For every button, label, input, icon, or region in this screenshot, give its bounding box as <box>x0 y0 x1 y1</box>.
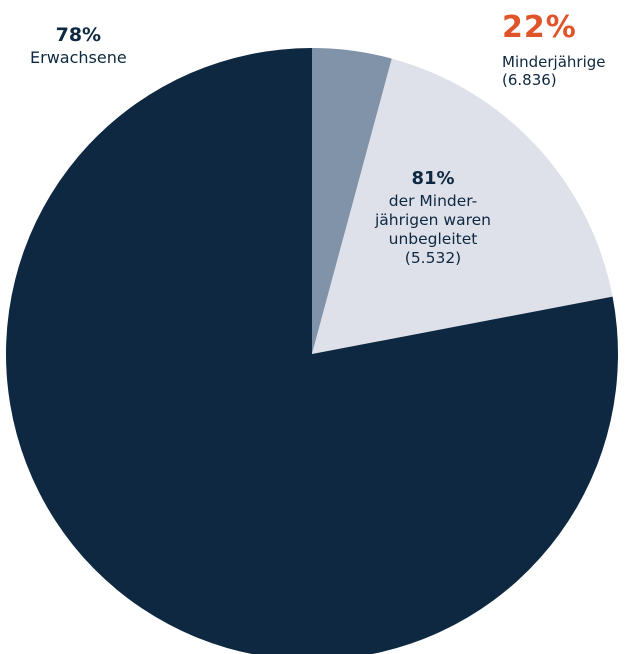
adults-percent: 78% <box>55 24 102 46</box>
minors-percent: 22% <box>502 10 577 45</box>
unaccompanied-line-4: (5.532) <box>404 248 462 267</box>
minors-count: (6.836) <box>502 70 557 89</box>
pie-slice-minors-unaccompanied <box>312 58 613 355</box>
adults-text: Erwachsene <box>30 48 127 68</box>
unaccompanied-percent: 81% <box>411 168 455 189</box>
unaccompanied-line-1: der Minder- <box>388 191 478 210</box>
adults-label: 78% Erwachsene <box>30 24 127 68</box>
pie-slice-minors-accompanied <box>312 48 392 354</box>
minors-label: 22% Minderjährige (6.836) <box>502 10 605 89</box>
minors-text: Minderjährige <box>502 52 606 71</box>
pie-slice-adults <box>6 48 618 654</box>
unaccompanied-line-2: jährigen waren <box>374 210 491 229</box>
unaccompanied-label: 81% der Minder- jährigen waren unbegleit… <box>348 168 518 268</box>
unaccompanied-line-3: unbegleitet <box>388 229 478 248</box>
pie-slices <box>6 48 618 654</box>
